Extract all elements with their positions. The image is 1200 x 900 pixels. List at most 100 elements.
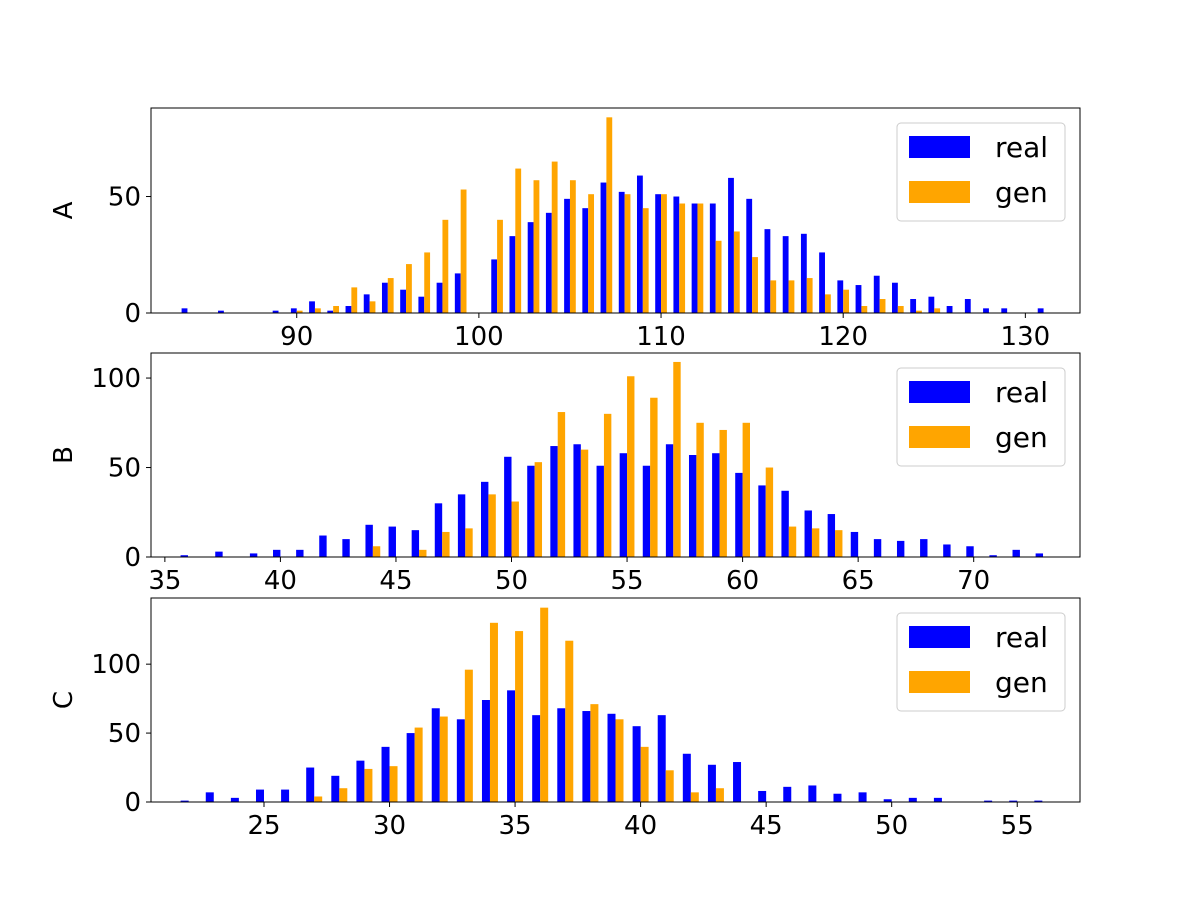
x-tick-label: 70	[957, 566, 990, 596]
bar-real	[345, 306, 352, 313]
bar-real	[319, 535, 327, 557]
bar-real	[943, 544, 951, 557]
x-tick-label: 90	[280, 322, 313, 352]
bar-real	[1035, 553, 1044, 557]
bar-real	[657, 715, 666, 802]
legend-swatch-gen	[909, 426, 970, 448]
x-tick-label: 120	[818, 322, 868, 352]
bar-real	[491, 259, 498, 313]
bar-gen	[540, 607, 549, 802]
bar-gen	[673, 361, 681, 557]
y-tick-label: 100	[91, 650, 141, 680]
x-tick-label: 60	[726, 566, 759, 596]
bar-real	[573, 444, 581, 557]
legend-swatch-real	[909, 136, 970, 158]
bar-gen	[465, 528, 473, 557]
bar-gen	[333, 306, 339, 313]
bar-real	[509, 236, 516, 314]
bar-real	[596, 465, 604, 557]
plot-frame	[150, 107, 1081, 314]
bar-real	[1037, 308, 1044, 313]
bar-real	[457, 494, 466, 557]
x-tick-label: 55	[611, 566, 644, 596]
bar-real	[746, 198, 753, 313]
bar-gen	[533, 180, 540, 313]
bar-real	[342, 539, 350, 557]
bar-real	[833, 793, 842, 802]
bar-gen	[424, 252, 431, 313]
plot-frame	[150, 597, 1081, 803]
bar-real	[218, 310, 224, 313]
bar-real	[712, 453, 720, 557]
bar-real	[550, 446, 558, 557]
x-tick-label: 40	[624, 811, 657, 841]
bar-real	[642, 465, 651, 557]
bar-gen	[511, 501, 519, 557]
bar-gen	[665, 770, 674, 802]
x-tick-label: 40	[264, 566, 297, 596]
legend: real gen	[896, 367, 1066, 467]
bar-real	[481, 700, 490, 802]
bar-gen	[557, 412, 566, 557]
bar-gen	[339, 788, 348, 802]
bar-gen	[934, 308, 941, 313]
bar-gen	[580, 449, 589, 557]
bar-real	[1009, 800, 1018, 802]
legend-label-gen: gen	[995, 176, 1048, 209]
bar-real	[434, 503, 443, 557]
bar-real	[600, 182, 607, 313]
bar-real	[365, 524, 373, 557]
bar-real	[306, 767, 315, 802]
bar-gen	[690, 792, 699, 802]
bar-real	[800, 233, 807, 313]
y-axis-label: B	[49, 446, 79, 464]
legend-swatch-real	[909, 381, 970, 403]
bar-real	[181, 308, 188, 313]
bar-gen	[387, 278, 394, 313]
legend: real gen	[896, 612, 1066, 712]
bar-gen	[389, 766, 398, 802]
bar-gen	[897, 306, 904, 313]
bar-real	[507, 690, 516, 802]
bar-gen	[765, 467, 774, 557]
bar-real	[910, 299, 917, 313]
bar-real	[273, 549, 281, 557]
legend-swatch-gen	[909, 671, 970, 693]
x-tick-label: 45	[379, 566, 412, 596]
bar-real	[255, 789, 264, 802]
bar-gen	[811, 528, 820, 557]
bar-real	[920, 539, 928, 557]
bar-real	[964, 299, 971, 313]
bar-real	[406, 733, 415, 802]
bar-real	[908, 797, 917, 802]
bar-gen	[515, 631, 524, 802]
bar-gen	[697, 203, 704, 313]
bar-gen	[742, 422, 750, 557]
bar-real	[180, 800, 189, 802]
bar-real	[1034, 800, 1043, 802]
bar-real	[808, 785, 817, 802]
x-tick-label: 100	[454, 322, 504, 352]
bar-gen	[752, 257, 758, 313]
x-tick-label: 45	[750, 811, 783, 841]
bar-real	[411, 530, 420, 557]
bar-real	[249, 553, 258, 557]
bar-gen	[916, 310, 922, 313]
bar-real	[707, 764, 716, 802]
legend-label-real: real	[995, 376, 1048, 409]
bar-gen	[460, 189, 467, 313]
bar-gen	[439, 716, 448, 802]
y-tick-label: 50	[108, 719, 141, 749]
bar-gen	[442, 531, 450, 557]
bar-real	[781, 490, 789, 557]
bar-real	[728, 177, 734, 313]
bar-real	[564, 198, 570, 313]
bar-gen	[551, 161, 558, 313]
bar-real	[272, 310, 279, 313]
bar-gen	[497, 219, 503, 313]
bar-real	[1012, 549, 1020, 557]
bar-real	[673, 196, 680, 313]
bar-real	[296, 549, 304, 557]
